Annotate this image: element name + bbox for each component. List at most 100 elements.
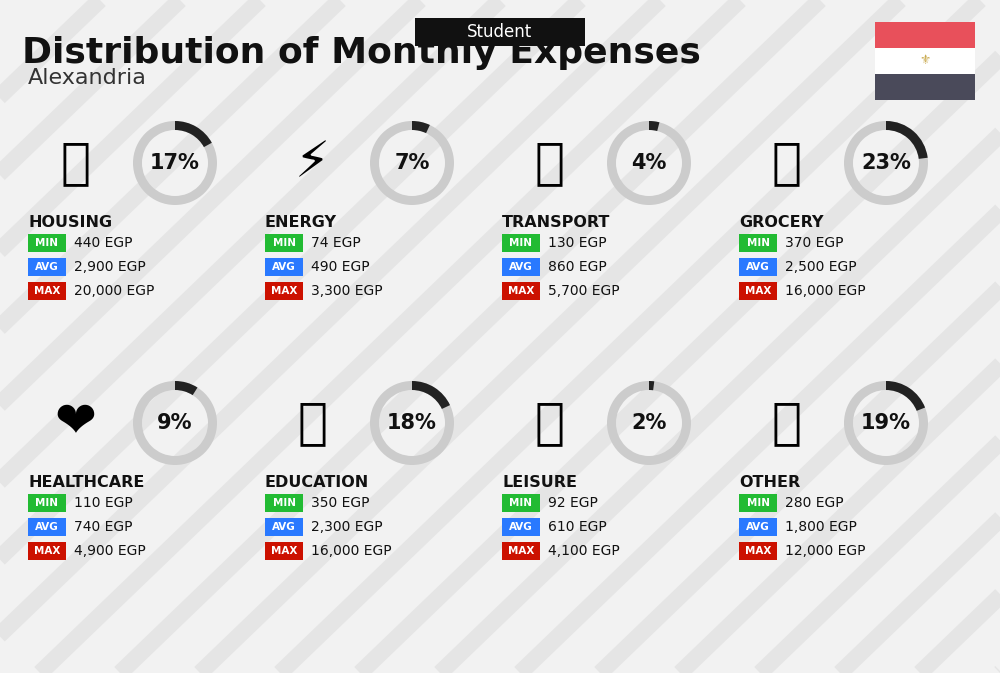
Bar [28,494,66,512]
Text: 860 EGP: 860 EGP [548,260,607,274]
Text: AVG: AVG [35,262,59,272]
Bar [739,282,777,300]
Text: ⚡: ⚡ [295,139,330,187]
Text: 110 EGP: 110 EGP [74,496,133,510]
Text: 🎓: 🎓 [298,399,328,447]
Bar [502,258,540,276]
Bar [502,234,540,252]
Text: MAX: MAX [271,286,297,296]
Text: MAX: MAX [508,546,534,556]
Text: 130 EGP: 130 EGP [548,236,607,250]
Text: 92 EGP: 92 EGP [548,496,598,510]
Bar [502,494,540,512]
Text: GROCERY: GROCERY [739,215,824,230]
Wedge shape [607,121,691,205]
Bar [502,518,540,536]
Text: MAX: MAX [508,286,534,296]
Bar [265,518,303,536]
Text: 4,100 EGP: 4,100 EGP [548,544,620,558]
Text: 740 EGP: 740 EGP [74,520,132,534]
Wedge shape [649,381,654,390]
Text: 5,700 EGP: 5,700 EGP [548,284,620,298]
Text: TRANSPORT: TRANSPORT [502,215,610,230]
Text: HOUSING: HOUSING [28,215,112,230]
FancyBboxPatch shape [415,18,585,46]
Wedge shape [370,121,454,205]
Text: ⚜: ⚜ [919,55,931,67]
Text: 9%: 9% [157,413,193,433]
Bar [502,542,540,560]
Wedge shape [412,381,450,409]
Text: 2%: 2% [631,413,667,433]
Bar [739,234,777,252]
Text: 18%: 18% [387,413,437,433]
Wedge shape [175,121,212,147]
Wedge shape [886,381,925,411]
Bar [28,282,66,300]
Text: 20,000 EGP: 20,000 EGP [74,284,154,298]
Bar [875,22,975,48]
Text: 4,900 EGP: 4,900 EGP [74,544,146,558]
Text: 4%: 4% [631,153,667,173]
Text: 🛒: 🛒 [772,139,802,187]
Bar [875,48,975,74]
Text: 16,000 EGP: 16,000 EGP [785,284,866,298]
Bar [265,234,303,252]
Wedge shape [175,381,198,395]
Text: HEALTHCARE: HEALTHCARE [28,475,144,490]
Text: MIN: MIN [510,498,532,508]
Wedge shape [607,381,691,465]
Wedge shape [412,121,430,133]
Wedge shape [370,381,454,465]
Bar [28,518,66,536]
Text: ❤️: ❤️ [55,399,96,447]
Text: ENERGY: ENERGY [265,215,337,230]
Text: 280 EGP: 280 EGP [785,496,844,510]
Wedge shape [133,121,217,205]
Bar [28,234,66,252]
Text: MIN: MIN [510,238,532,248]
Text: LEISURE: LEISURE [502,475,577,490]
Text: AVG: AVG [746,262,770,272]
Text: AVG: AVG [35,522,59,532]
Text: 23%: 23% [861,153,911,173]
Text: AVG: AVG [272,522,296,532]
Text: 7%: 7% [394,153,430,173]
Wedge shape [649,121,659,131]
Text: 🚌: 🚌 [534,139,564,187]
Text: AVG: AVG [509,262,533,272]
Bar [502,282,540,300]
Text: MAX: MAX [745,546,771,556]
Text: 3,300 EGP: 3,300 EGP [311,284,383,298]
Text: MIN: MIN [36,238,58,248]
Text: MAX: MAX [271,546,297,556]
Text: 370 EGP: 370 EGP [785,236,844,250]
Text: MIN: MIN [272,498,296,508]
Text: 💰: 💰 [772,399,802,447]
Text: 2,500 EGP: 2,500 EGP [785,260,857,274]
Text: MIN: MIN [36,498,58,508]
Bar [739,494,777,512]
Text: OTHER: OTHER [739,475,800,490]
Text: 74 EGP: 74 EGP [311,236,361,250]
Text: 16,000 EGP: 16,000 EGP [311,544,392,558]
Text: 17%: 17% [150,153,200,173]
Text: MAX: MAX [34,546,60,556]
Text: Student: Student [467,23,533,41]
Text: Distribution of Monthly Expenses: Distribution of Monthly Expenses [22,36,701,70]
Text: 🏗: 🏗 [60,139,90,187]
Text: AVG: AVG [509,522,533,532]
Wedge shape [133,381,217,465]
Wedge shape [844,121,928,205]
Text: 2,300 EGP: 2,300 EGP [311,520,383,534]
Bar [28,258,66,276]
Text: 350 EGP: 350 EGP [311,496,370,510]
Bar [265,282,303,300]
Bar [265,494,303,512]
Wedge shape [844,381,928,465]
Bar [739,518,777,536]
Text: AVG: AVG [272,262,296,272]
Text: MAX: MAX [34,286,60,296]
Bar [265,542,303,560]
Bar [28,542,66,560]
